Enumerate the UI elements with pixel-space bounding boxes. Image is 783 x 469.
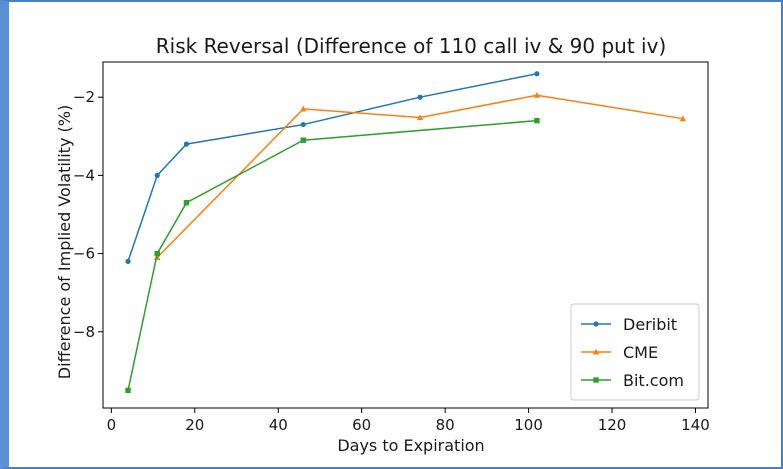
series-line-bit-com: [127, 119, 537, 391]
legend-marker-cme: [592, 348, 600, 355]
legend-label-deribit: Deribit: [623, 315, 677, 334]
legend-label-bit-com: Bit.com: [623, 371, 684, 390]
data-point-bit-com: [183, 200, 190, 206]
data-point-deribit: [534, 71, 540, 77]
legend: Deribit CME Bit.com: [570, 303, 700, 401]
x-tick-label: 20: [185, 416, 204, 434]
data-point-deribit: [154, 172, 160, 178]
x-axis-label: Days to Expiration: [337, 436, 484, 455]
data-point-deribit: [183, 141, 190, 147]
data-point-cme: [679, 115, 687, 122]
chart-title: Risk Reversal (Difference of 110 call iv…: [156, 34, 667, 58]
y-tick-label: −4: [73, 166, 95, 184]
series-line-deribit: [127, 72, 538, 262]
axes: 0 20 40 60 80 100 120 140 −8 −6 −4 −2: [73, 61, 710, 434]
data-point-cme: [416, 114, 424, 121]
series-cme: [154, 92, 687, 261]
legend-label-cme: CME: [623, 343, 658, 362]
series-layer: [125, 71, 687, 394]
legend-box: [570, 303, 700, 401]
data-point-bit-com: [154, 250, 160, 257]
data-point-cme: [533, 92, 541, 98]
x-tick-label: 40: [269, 416, 288, 434]
y-axis-label: Difference of Implied Volatility (%): [55, 105, 74, 379]
x-tick-label: 0: [107, 416, 117, 434]
data-point-deribit: [125, 258, 131, 264]
y-tick-label: −6: [73, 245, 95, 263]
data-point-cme: [300, 105, 307, 112]
x-tick-label: 140: [681, 416, 710, 434]
plot-area-border: [102, 61, 709, 409]
data-point-deribit: [300, 121, 306, 128]
data-point-deribit: [417, 94, 423, 100]
series-bit-com: [125, 117, 540, 394]
y-tick-label: −8: [73, 323, 95, 341]
data-point-bit-com: [300, 137, 306, 143]
data-point-bit-com: [125, 387, 131, 394]
x-tick-label: 120: [598, 416, 627, 434]
series-deribit: [125, 71, 540, 264]
legend-marker-deribit: [593, 321, 599, 327]
y-tick-label: −2: [73, 88, 95, 106]
x-tick-label: 100: [514, 416, 543, 434]
x-tick-label: 80: [436, 416, 455, 434]
legend-marker-bit-com: [593, 377, 599, 383]
data-point-bit-com: [534, 117, 540, 124]
x-tick-label: 60: [352, 416, 371, 434]
